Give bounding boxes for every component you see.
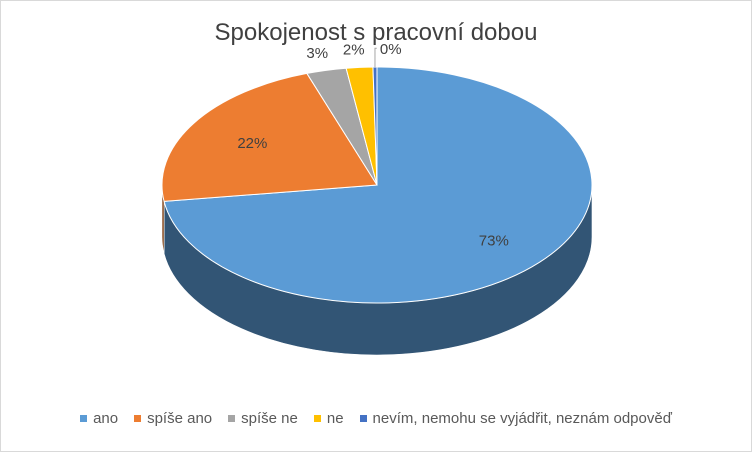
legend-swatch	[80, 415, 88, 422]
pie-labels: 73% 22% 3% 2% 0%	[237, 41, 509, 250]
leader-line-nevim	[374, 47, 377, 68]
legend-item-ano: ano	[80, 410, 118, 427]
legend-label: spíše ne	[241, 410, 298, 427]
legend-item-spise-ano: spíše ano	[134, 410, 212, 427]
legend-swatch	[359, 415, 367, 422]
data-label-ne: 2%	[343, 42, 365, 59]
legend-label: spíše ano	[147, 410, 213, 427]
pie-slice-ano	[163, 66, 593, 304]
pie-slice-spise-ano	[161, 72, 378, 202]
legend-label: nevím, nemohu se vyjádřit, neznám odpově…	[372, 410, 672, 427]
legend-label: ne	[326, 410, 344, 427]
legend-swatch	[228, 415, 236, 422]
pie-tops	[161, 66, 593, 304]
data-label-nevim: 0%	[380, 41, 402, 58]
data-label-spise-ano: 22%	[237, 135, 267, 152]
legend-item-ne: ne	[313, 410, 344, 427]
chart-title: Spokojenost s pracovní dobou	[214, 19, 538, 46]
legend-swatch	[134, 415, 142, 422]
data-label-spise-ne: 3%	[306, 45, 328, 62]
chart-legend: ano spíše ano spíše ne ne nevím, nemohu …	[1, 410, 751, 427]
legend-swatch	[313, 415, 321, 422]
legend-label: ano	[93, 410, 119, 427]
data-label-ano: 73%	[479, 233, 509, 250]
legend-item-spise-ne: spíše ne	[228, 410, 298, 427]
legend-item-nevim: nevím, nemohu se vyjádřit, neznám odpově…	[359, 410, 672, 427]
